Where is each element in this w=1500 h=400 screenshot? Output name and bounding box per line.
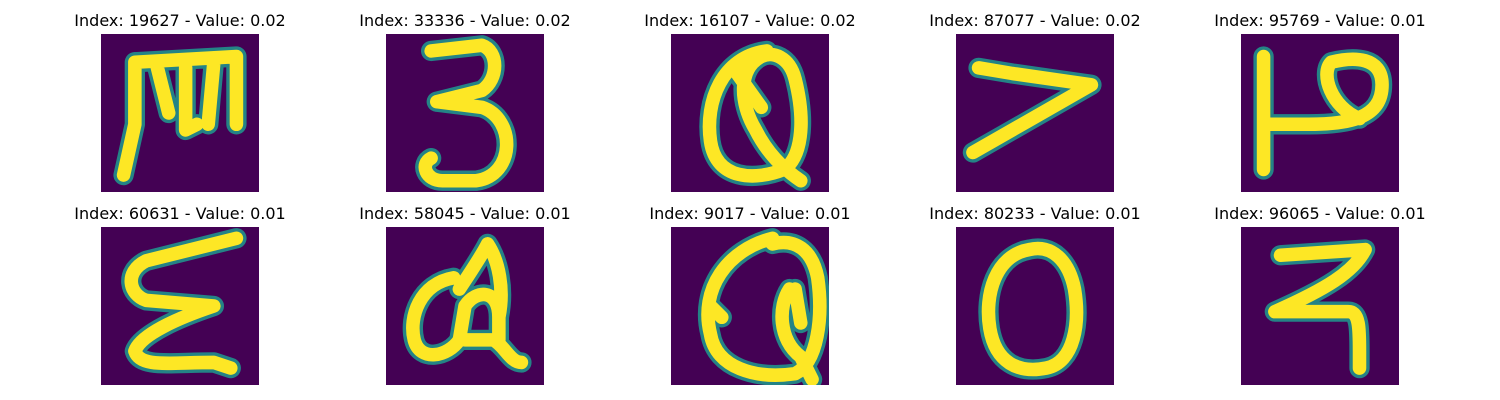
- glyph-image: [386, 227, 544, 385]
- glyph-image: [1241, 34, 1399, 192]
- image-panel: Index: 58045 - Value: 0.01: [335, 203, 595, 385]
- image-panel: Index: 60631 - Value: 0.01: [50, 203, 310, 385]
- image-panel: Index: 95769 - Value: 0.01: [1190, 10, 1450, 192]
- image-panel: Index: 96065 - Value: 0.01: [1190, 203, 1450, 385]
- glyph-image: [386, 34, 544, 192]
- image-panel: Index: 9017 - Value: 0.01: [620, 203, 880, 385]
- panel-title: Index: 95769 - Value: 0.01: [1214, 11, 1426, 30]
- panel-title: Index: 96065 - Value: 0.01: [1214, 204, 1426, 223]
- panel-title: Index: 80233 - Value: 0.01: [929, 204, 1141, 223]
- image-panel: Index: 33336 - Value: 0.02: [335, 10, 595, 192]
- panel-title: Index: 87077 - Value: 0.02: [929, 11, 1141, 30]
- panel-title: Index: 9017 - Value: 0.01: [649, 204, 851, 223]
- image-panel: Index: 80233 - Value: 0.01: [905, 203, 1165, 385]
- glyph-image: [956, 227, 1114, 385]
- image-panel: Index: 16107 - Value: 0.02: [620, 10, 880, 192]
- glyph-image: [671, 34, 829, 192]
- image-panel: Index: 87077 - Value: 0.02: [905, 10, 1165, 192]
- glyph-image: [101, 227, 259, 385]
- glyph-image: [956, 34, 1114, 192]
- panel-title: Index: 16107 - Value: 0.02: [644, 11, 856, 30]
- glyph-image: [1241, 227, 1399, 385]
- glyph-image: [671, 227, 829, 385]
- panel-title: Index: 58045 - Value: 0.01: [359, 204, 571, 223]
- image-panel: Index: 19627 - Value: 0.02: [50, 10, 310, 192]
- panel-title: Index: 60631 - Value: 0.01: [74, 204, 286, 223]
- panel-title: Index: 19627 - Value: 0.02: [74, 11, 286, 30]
- glyph-image: [101, 34, 259, 192]
- panel-title: Index: 33336 - Value: 0.02: [359, 11, 571, 30]
